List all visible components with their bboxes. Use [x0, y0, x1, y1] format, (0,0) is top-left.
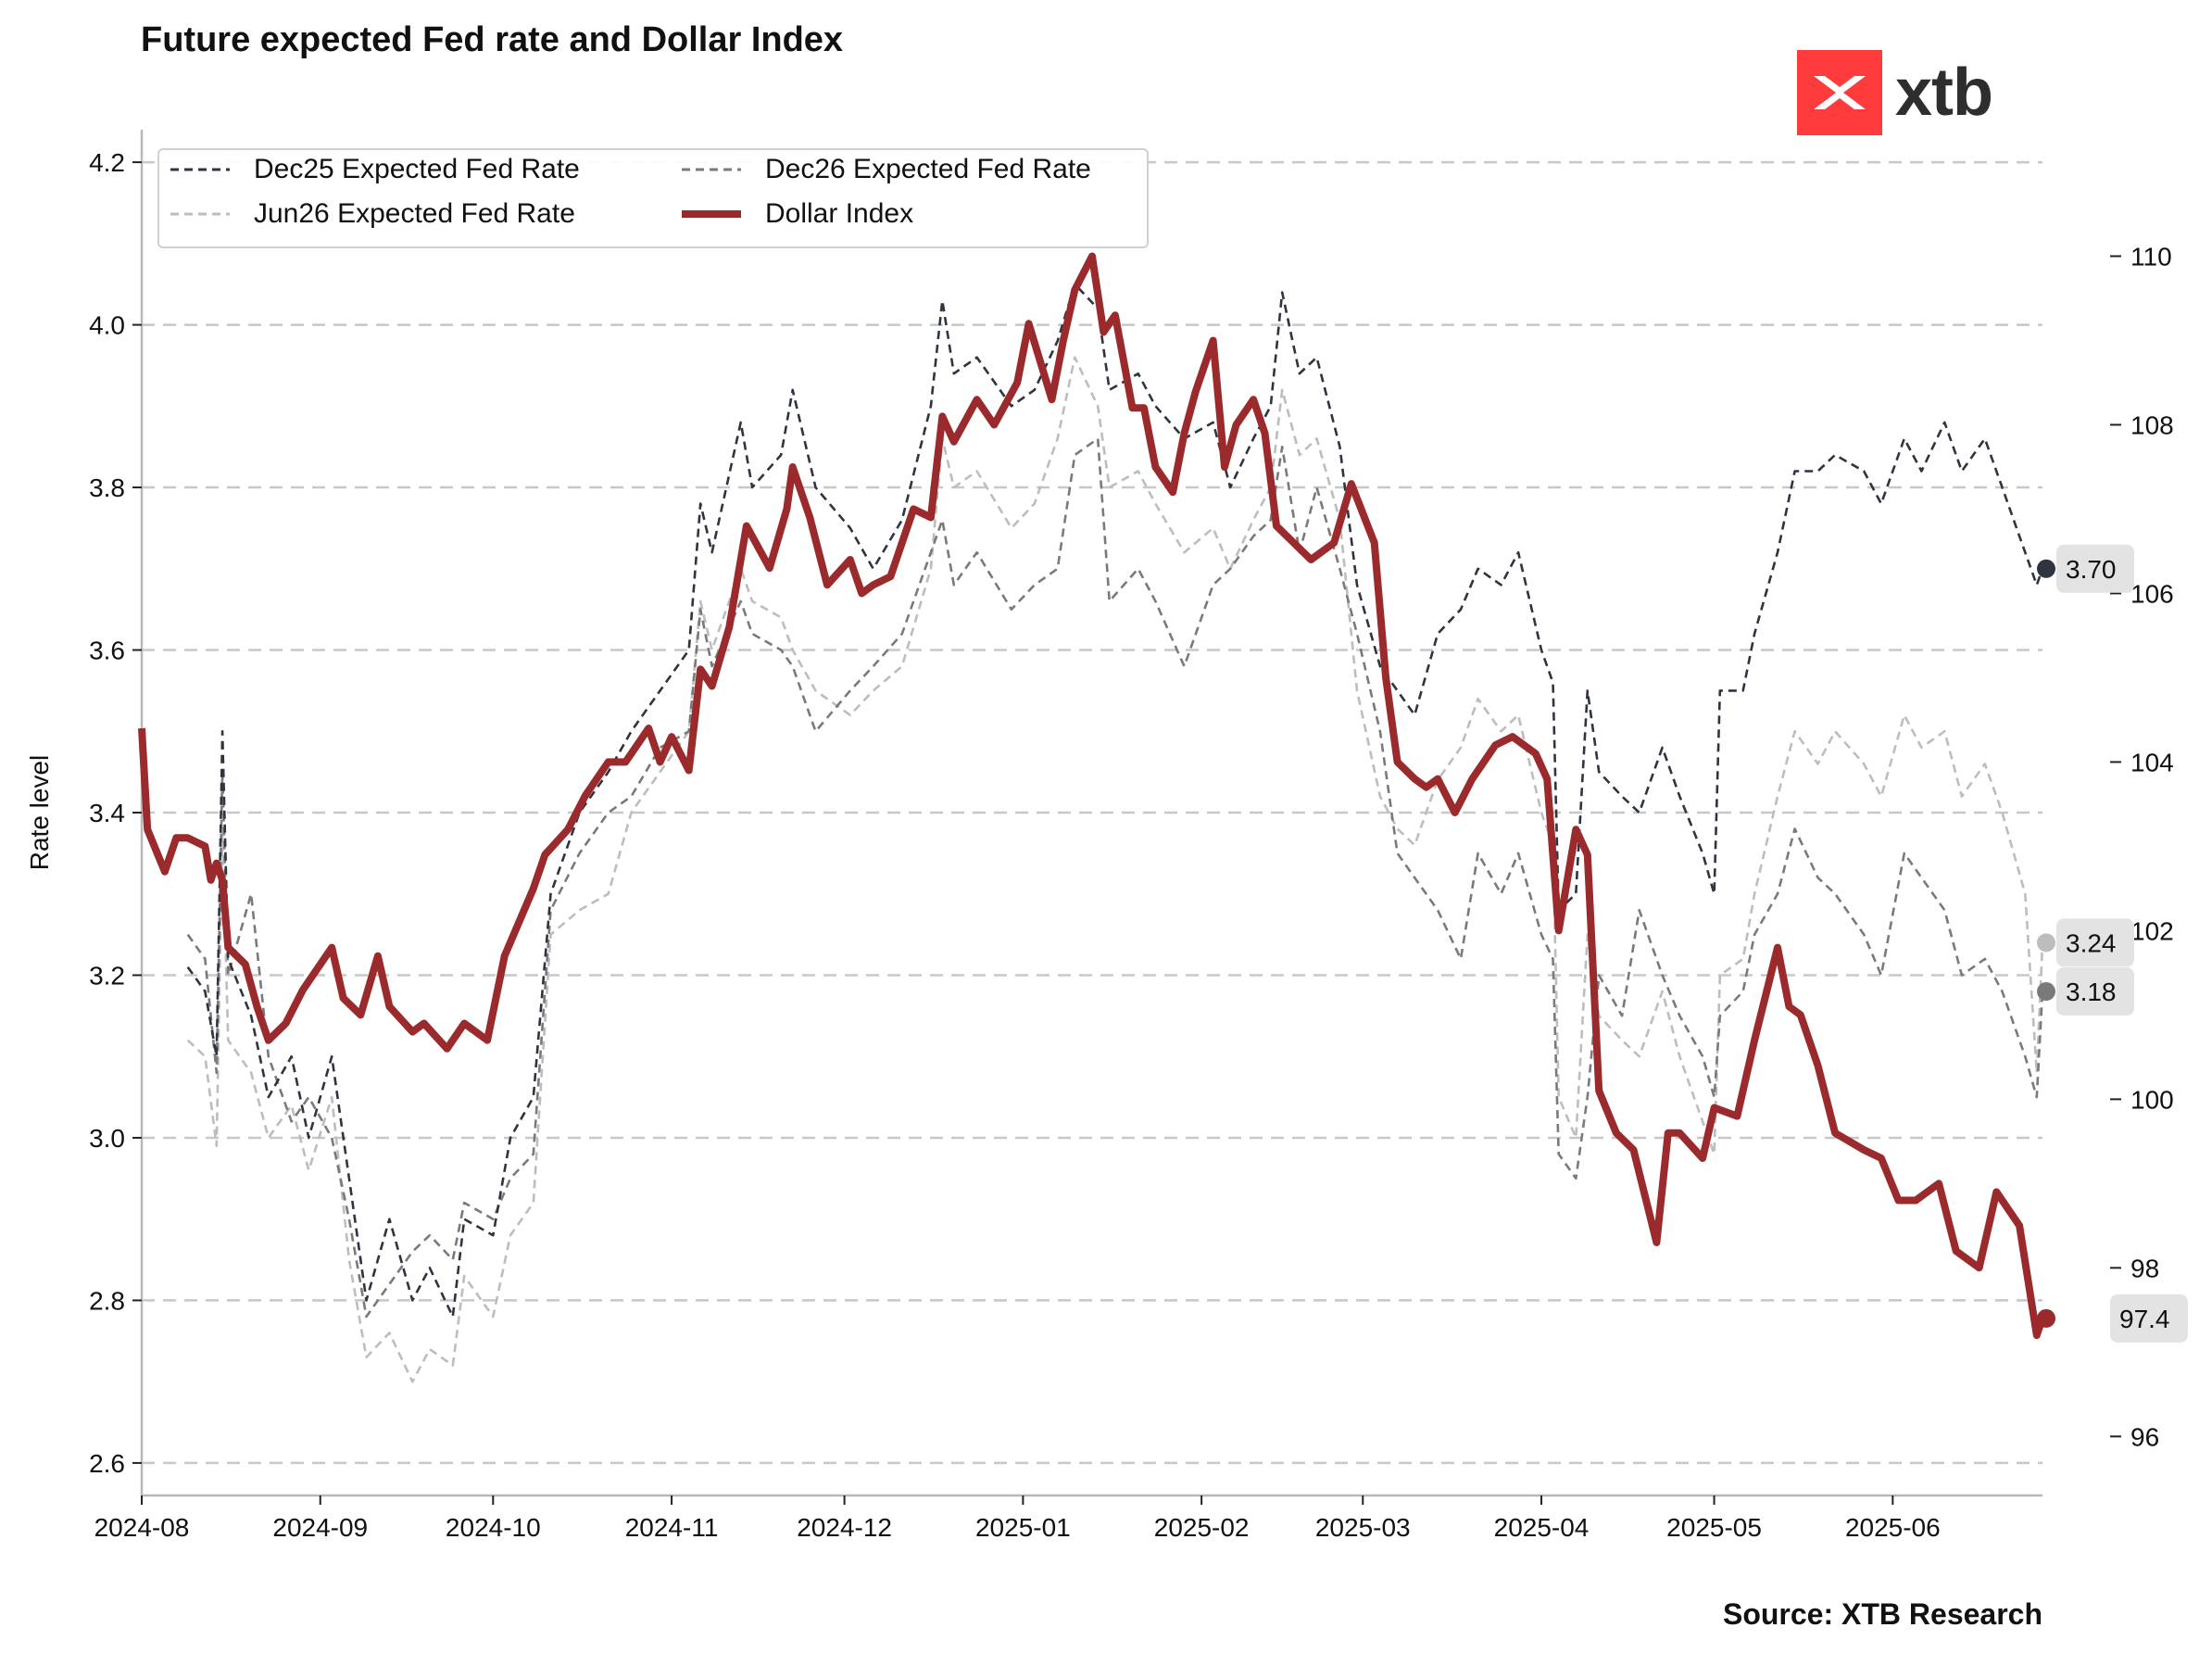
x-tick-label: 2025-05	[1666, 1513, 1762, 1542]
end-label-dec26: 3.18	[2066, 978, 2117, 1006]
x-tick-label: 2025-04	[1494, 1513, 1590, 1542]
right-tick-label: 96	[2130, 1422, 2159, 1451]
left-tick-label: 4.0	[89, 311, 125, 340]
brand-logo: xtb	[1797, 50, 1993, 135]
end-label-dec25: 3.70	[2066, 555, 2117, 584]
end-label-dollar-index-box	[2110, 1293, 2188, 1343]
legend-item-jun26: Jun26 Expected Fed Rate	[167, 198, 575, 230]
right-tick-label: 102	[2130, 916, 2174, 945]
left-tick-label: 3.4	[89, 799, 125, 827]
end-marker-dec25	[2037, 559, 2055, 578]
series-line-jun26	[186, 356, 2044, 1383]
legend-swatch-jun26	[170, 212, 230, 216]
right-tick-label: 110	[2130, 242, 2172, 271]
series-line-dec25	[186, 283, 2044, 1319]
legend-label-dec25: Dec25 Expected Fed Rate	[254, 154, 580, 184]
chart-title: Future expected Fed rate and Dollar Inde…	[141, 20, 844, 59]
legend-swatch-dec26	[682, 168, 741, 171]
chart-legend: Dec25 Expected Fed Rate Dec26 Expected F…	[157, 148, 1149, 248]
legend-item-dec26: Dec26 Expected Fed Rate	[678, 154, 1091, 185]
legend-swatch-dec25	[170, 168, 230, 171]
left-tick-label: 3.0	[89, 1124, 125, 1153]
left-tick-label: 3.8	[89, 473, 125, 502]
left-tick-label: 2.6	[89, 1449, 125, 1478]
legend-item-dec25: Dec25 Expected Fed Rate	[167, 154, 580, 185]
legend-label-dollar-index: Dollar Index	[765, 198, 914, 229]
legend-label-dec26: Dec26 Expected Fed Rate	[765, 154, 1091, 184]
end-marker-dollar-index	[2037, 1308, 2055, 1328]
right-tick-label: 108	[2130, 410, 2174, 439]
left-tick-label: 4.2	[89, 148, 125, 177]
x-tick-label: 2025-06	[1845, 1513, 1941, 1542]
x-tick-label: 2024-12	[797, 1513, 892, 1542]
legend-item-dollar-index: Dollar Index	[678, 198, 913, 230]
x-tick-label: 2025-02	[1154, 1513, 1250, 1542]
x-tick-label: 2024-11	[625, 1513, 719, 1542]
end-label-dollar-index: 97.4	[2119, 1305, 2170, 1333]
brand-name: xtb	[1895, 56, 1993, 130]
series-line-dollar-index	[138, 252, 2046, 1340]
end-label-dec25-box	[2056, 544, 2134, 593]
right-tick-label: 100	[2130, 1085, 2174, 1114]
right-tick-label: 104	[2130, 748, 2174, 776]
end-marker-dec26	[2037, 982, 2055, 1002]
left-tick-label: 3.2	[89, 961, 125, 990]
x-tick-label: 2024-10	[446, 1513, 541, 1542]
source-note: Source: XTB Research	[1722, 1597, 2042, 1631]
xtb-x-icon	[1797, 50, 1882, 135]
right-tick-label: 98	[2130, 1254, 2159, 1282]
legend-swatch-dollar-index	[682, 210, 741, 218]
x-tick-label: 2025-03	[1315, 1513, 1411, 1542]
x-tick-label: 2025-01	[975, 1513, 1071, 1542]
y-axis-label: Rate level	[25, 755, 54, 871]
x-tick-label: 2024-08	[94, 1513, 190, 1542]
end-marker-jun26	[2037, 933, 2055, 953]
end-label-dec26-box	[2056, 967, 2134, 1016]
left-tick-label: 3.6	[89, 637, 125, 665]
end-label-jun26-box	[2056, 918, 2134, 967]
left-tick-label: 2.8	[89, 1286, 125, 1315]
legend-label-jun26: Jun26 Expected Fed Rate	[254, 198, 575, 229]
x-tick-label: 2024-09	[272, 1513, 368, 1542]
series-line-dec26	[186, 437, 2044, 1319]
end-label-jun26: 3.24	[2066, 928, 2117, 957]
right-tick-label: 106	[2130, 579, 2174, 608]
